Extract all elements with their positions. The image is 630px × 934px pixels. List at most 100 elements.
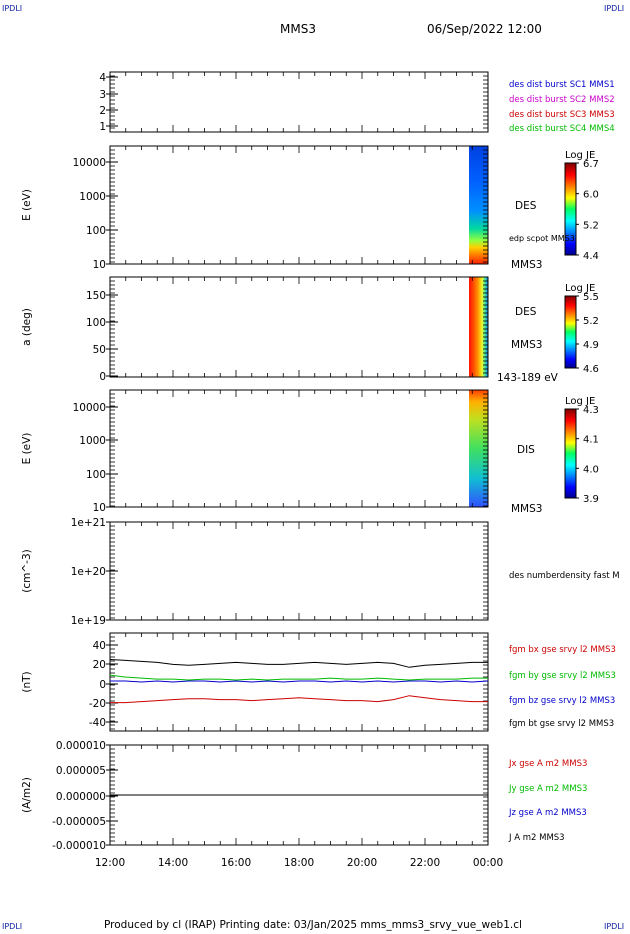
panel-dis-energy-colorbar-tick-label: 4.0 (583, 464, 599, 475)
corner-label-bottom-right: IPDLI (604, 922, 625, 931)
panel-dis-energy-heatmap-block (469, 390, 488, 507)
corner-label-top-right: IPDLI (604, 4, 625, 13)
panel-density-ytick-label: 1e+21 (71, 517, 106, 529)
panel-fgm-ytick-label: 0 (99, 679, 106, 691)
panel-dist-burst-ytick-label: 3 (99, 89, 106, 101)
panel-current-legend-entry: Jy gse A m2 MMS3 (508, 784, 587, 794)
panel-des-energy-side-label: edp scpot MMS3 (509, 234, 575, 243)
panel-des-pitch-frame (109, 276, 489, 378)
panel-des-pitch-side-label: DES (515, 306, 537, 318)
panel-fgm-ytick-label: 20 (93, 659, 106, 671)
panel-current-ytick-label: 0.000005 (56, 765, 106, 777)
xtick-label: 18:00 (284, 857, 314, 869)
panel-dis-energy-colorbar (564, 408, 577, 499)
panel-dist-burst-ytick-label: 4 (99, 72, 106, 84)
panel-des-energy-colorbar (564, 162, 577, 256)
panel-dis-energy-ytick-label: 10000 (73, 402, 106, 414)
panel-des-pitch-colorbar-tick-label: 5.2 (583, 316, 599, 327)
panel-dis-energy-colorbar-title: Log JE (565, 396, 595, 407)
panel-dis-energy-ylabel: E (eV) (21, 433, 33, 465)
panel-des-energy-colorbar-tick-label: 6.7 (583, 159, 599, 170)
footer-credit: Produced by cl (IRAP) Printing date: 03/… (104, 919, 522, 931)
panel-fgm-ytick-label: -20 (89, 698, 106, 710)
panel-fgm-legend-entry: fgm bx gse srvy l2 MMS3 (509, 645, 616, 655)
panel-fgm-ytick-label: -40 (89, 717, 106, 729)
panel-current-legend-entry: Jz gse A m2 MMS3 (508, 808, 587, 818)
panel-current-legend-entry: Jx gse A m2 MMS3 (508, 759, 587, 769)
xtick-label: 16:00 (221, 857, 251, 869)
panel-current-ytick-label: 0.000000 (56, 791, 106, 803)
datetime-title: 06/Sep/2022 12:00 (427, 22, 542, 36)
spacecraft-title: MMS3 (280, 22, 316, 36)
panel-des-pitch-ytick-label: 50 (93, 344, 106, 356)
panel-density-ytick-label: 1e+20 (71, 566, 106, 578)
panel-des-energy-ytick-label: 10000 (73, 157, 106, 169)
corner-label-bottom-left: IPDLI (2, 922, 23, 931)
panel-des-pitch-side-label: MMS3 (511, 339, 542, 351)
panel-des-pitch-colorbar-tick-label: 4.6 (583, 364, 599, 375)
panel-des-energy-colorbar-tick-label: 5.2 (583, 220, 599, 231)
panel-des-pitch-ytick-label: 150 (86, 290, 106, 302)
panel-des-energy-ylabel: E (eV) (21, 189, 33, 221)
panel-dis-energy-colorbar-tick-label: 4.3 (583, 405, 599, 416)
panel-fgm-legend-entry: fgm by gse srvy l2 MMS3 (509, 671, 616, 681)
panel-current-ytick-label: -0.000010 (52, 840, 106, 852)
panel-dist-burst-ytick-label: 2 (99, 105, 106, 117)
panel-fgm-ytick-label: 40 (93, 640, 106, 652)
panel-current-ytick-label: 0.000010 (56, 740, 106, 752)
panel-dist-burst-legend-entry: des dist burst SC3 MMS3 (509, 110, 615, 120)
panel-des-pitch-colorbar-title: Log JE (565, 283, 595, 294)
panel-dis-energy-side-label: MMS3 (511, 503, 542, 515)
panel-fgm-legend-entry: fgm bz gse srvy l2 MMS3 (509, 696, 615, 706)
panel-dis-energy-ytick-label: 100 (86, 469, 106, 481)
panel-des-energy-frame (109, 145, 489, 265)
panel-des-pitch-ylabel: a (deg) (21, 308, 33, 346)
panel-dis-energy-colorbar-tick-label: 3.9 (583, 494, 599, 505)
panel-fgm-ylabel: (nT) (21, 671, 33, 692)
panel-des-pitch-ytick-label: 100 (86, 317, 106, 329)
panel-fgm-series-line (110, 695, 488, 704)
xtick-label: 12:00 (95, 857, 125, 869)
panel-fgm-series-line (109, 659, 488, 668)
panel-dis-energy-colorbar-tick-label: 4.1 (583, 435, 599, 446)
xtick-label: 14:00 (158, 857, 188, 869)
panel-fgm-series-line (109, 674, 488, 681)
panel-dist-burst-ytick-label: 1 (99, 121, 106, 133)
panel-current-ytick-label: -0.000005 (52, 816, 106, 828)
panel-des-pitch-ytick-label: 0 (99, 371, 106, 383)
panel-des-energy-ytick-label: 10 (93, 259, 106, 271)
panel-current-legend-entry: J A m2 MMS3 (508, 833, 565, 843)
panel-density-ytick-label: 1e+19 (71, 615, 106, 627)
xtick-label: 22:00 (410, 857, 440, 869)
panel-dis-energy-ytick-label: 10 (93, 502, 106, 514)
corner-label-top-left: IPDLI (2, 4, 23, 13)
panel-des-pitch-side-label: 143-189 eV (497, 372, 559, 384)
panel-current-ylabel: (A/m2) (21, 777, 33, 813)
panel-des-pitch-colorbar (564, 295, 577, 369)
panel-density-ylabel: (cm^-3) (21, 549, 33, 592)
panel-des-energy-colorbar-tick-label: 6.0 (583, 190, 599, 201)
panel-des-energy-heatmap-block (469, 146, 488, 264)
xtick-label: 20:00 (347, 857, 377, 869)
panel-dist-burst-legend-entry: des dist burst SC1 MMS1 (509, 80, 615, 90)
panel-des-energy-colorbar-tick-label: 4.4 (583, 251, 599, 262)
panel-dist-burst-legend-entry: des dist burst SC2 MMS2 (509, 95, 615, 105)
panel-des-pitch-colorbar-tick-label: 4.9 (583, 340, 599, 351)
panel-fgm-legend-entry: fgm bt gse srvy l2 MMS3 (509, 719, 614, 729)
panel-des-energy-ytick-label: 1000 (79, 191, 106, 203)
panel-density-legend-entry: des numberdensity fast M (509, 571, 620, 581)
xtick-label: 00:00 (473, 857, 503, 869)
panel-dist-burst-frame (109, 71, 489, 133)
panel-fgm-series-line (110, 680, 489, 683)
panel-des-pitch-heatmap-block (469, 277, 488, 377)
panel-des-energy-ytick-label: 100 (86, 225, 106, 237)
panel-des-energy-side-label: MMS3 (511, 259, 542, 271)
panel-des-energy-side-label: DES (515, 200, 537, 212)
panel-des-pitch-colorbar-tick-label: 5.5 (583, 292, 599, 303)
panel-dis-energy-side-label: DIS (517, 444, 535, 456)
panel-dis-energy-frame (109, 389, 489, 508)
panel-dist-burst-legend-entry: des dist burst SC4 MMS4 (509, 124, 615, 134)
panel-des-energy-colorbar-title: Log JE (565, 150, 595, 161)
panel-density-frame (109, 521, 489, 621)
